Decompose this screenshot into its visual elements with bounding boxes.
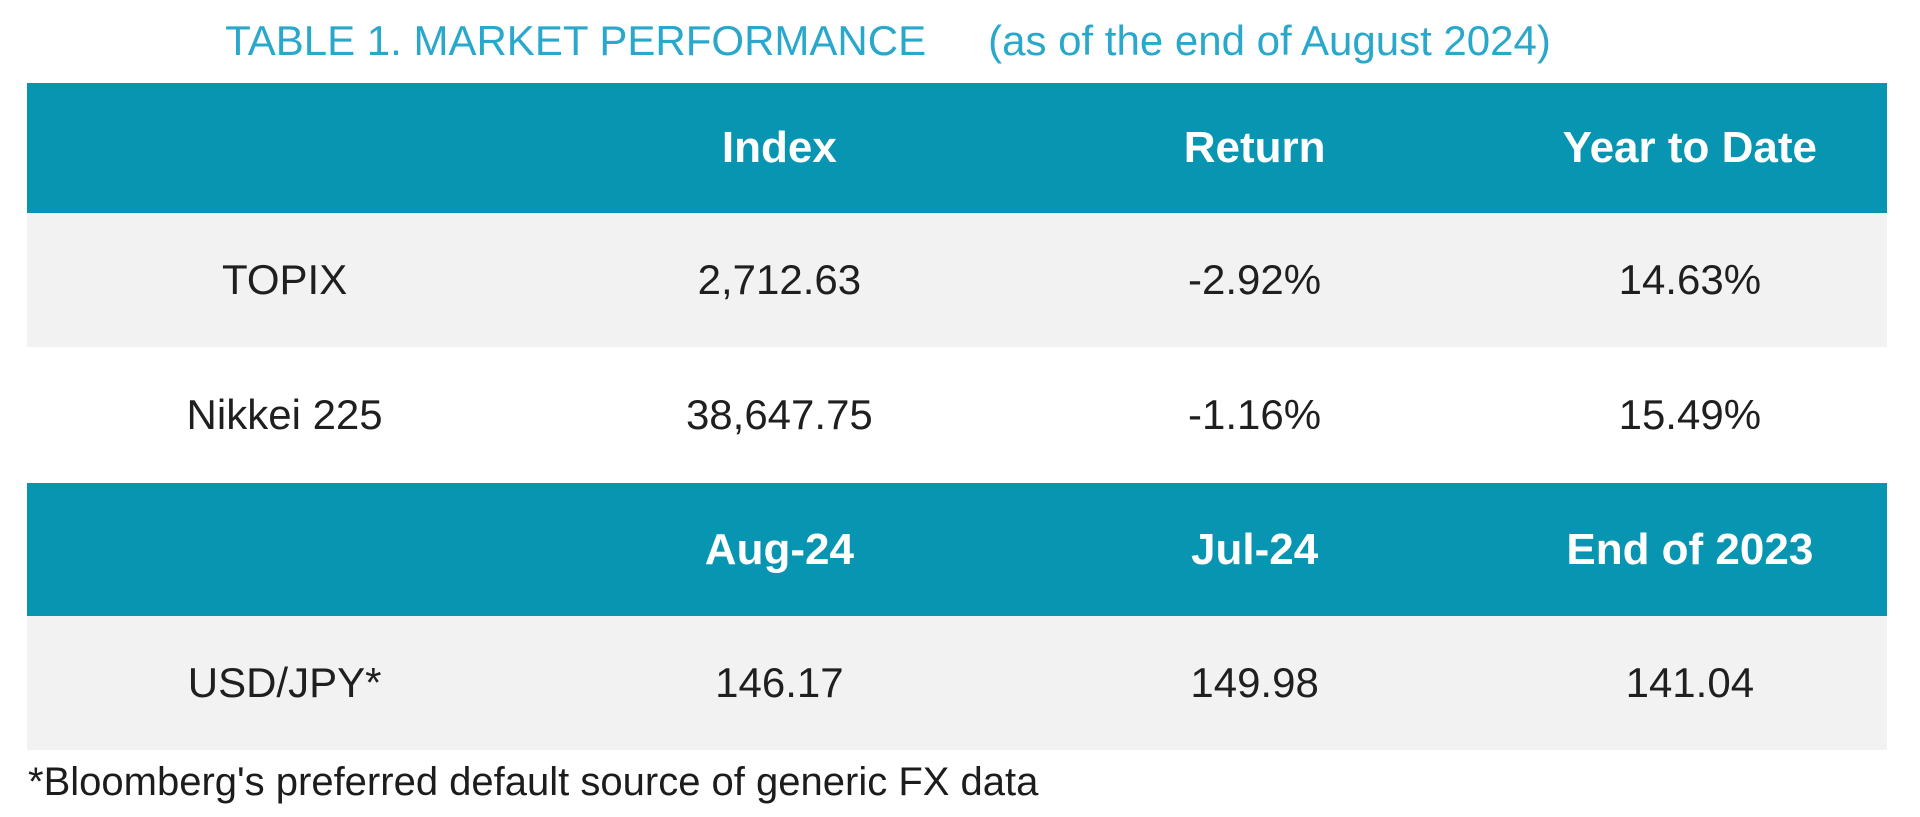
header-cell-index: Index xyxy=(721,123,837,172)
usdjpy-jul24-value: 149.98 xyxy=(1190,659,1319,706)
table-title: TABLE 1. MARKET PERFORMANCE (as of the e… xyxy=(0,16,1848,66)
usdjpy-end2023-value: 141.04 xyxy=(1625,659,1755,706)
fx-header-cell-end-2023: End of 2023 xyxy=(1566,524,1814,574)
table-row-nikkei: Nikkei 225 38,647.75 -1.16% 15.49% xyxy=(27,347,1887,483)
market-performance-table: Index Return Year to Date TOPIX 2,712.63… xyxy=(27,83,1887,750)
table-row-topix: TOPIX 2,712.63 -2.92% 14.63% xyxy=(27,213,1887,347)
nikkei-index-value: 38,647.75 xyxy=(685,391,873,438)
row-label-nikkei: Nikkei 225 xyxy=(186,391,383,438)
footnote: *Bloomberg's preferred default source of… xyxy=(28,760,1039,804)
market-header-row: Index Return Year to Date xyxy=(27,83,1887,213)
header-cell-year-to-date: Year to Date xyxy=(1562,123,1817,172)
nikkei-ytd-value: 15.49% xyxy=(1618,391,1762,438)
fx-header-cell-jul24: Jul-24 xyxy=(1191,524,1319,574)
table-title-main: TABLE 1. MARKET PERFORMANCE xyxy=(225,17,927,64)
fx-header-cell-aug24: Aug-24 xyxy=(704,524,854,574)
fx-header-row: Aug-24 Jul-24 End of 2023 xyxy=(27,483,1887,616)
table-row-usdjpy: USD/JPY* 146.17 149.98 141.04 xyxy=(27,616,1887,750)
row-label-topix: TOPIX xyxy=(221,256,348,303)
row-label-usdjpy: USD/JPY* xyxy=(187,659,382,706)
topix-return-value: -2.92% xyxy=(1188,256,1322,303)
topix-index-value: 2,712.63 xyxy=(697,256,862,303)
nikkei-return-value: -1.16% xyxy=(1188,391,1322,438)
topix-ytd-value: 14.63% xyxy=(1618,256,1762,303)
usdjpy-aug24-value: 146.17 xyxy=(715,659,844,706)
table-title-subtitle: (as of the end of August 2024) xyxy=(988,17,1551,64)
header-cell-return: Return xyxy=(1183,123,1326,172)
